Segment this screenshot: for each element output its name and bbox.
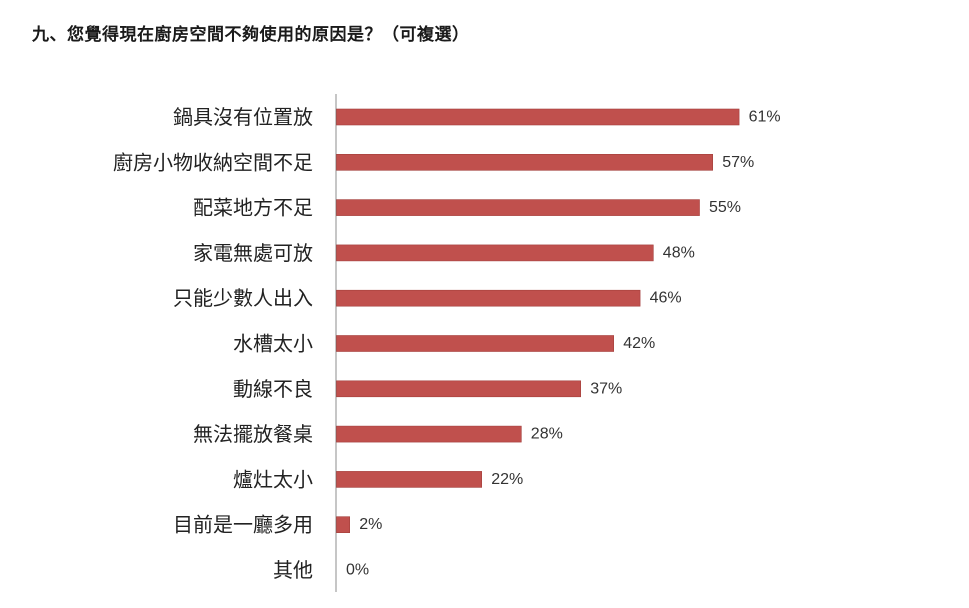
question-title: 九、您覺得現在廚房空間不夠使用的原因是？（可複選） [32, 25, 470, 45]
bar [336, 335, 615, 352]
value-label: 28% [531, 426, 563, 443]
category-label: 鍋具沒有位置放 [173, 105, 313, 129]
category-label: 其他 [273, 558, 313, 582]
bar [336, 380, 581, 398]
category-label: 配菜地方不足 [193, 196, 313, 220]
bar [336, 108, 740, 126]
value-label: 37% [590, 380, 622, 397]
bar [336, 425, 522, 443]
bar [336, 199, 700, 216]
category-label: 目前是一廳多用 [173, 513, 313, 537]
bar [336, 154, 714, 171]
category-label: 只能少數人出入 [173, 286, 313, 310]
value-label: 46% [650, 290, 682, 307]
bar [336, 471, 482, 488]
value-label: 2% [359, 516, 382, 533]
bar [336, 516, 350, 534]
value-label: 22% [491, 471, 523, 488]
category-label: 廚房小物收納空間不足 [113, 150, 313, 174]
category-label: 無法擺放餐桌 [193, 422, 313, 446]
value-label: 48% [663, 244, 695, 261]
category-label: 水槽太小 [233, 332, 313, 356]
value-label: 61% [749, 109, 781, 126]
value-label: 57% [722, 154, 754, 171]
category-label: 爐灶太小 [233, 467, 313, 491]
value-label: 0% [346, 562, 369, 579]
category-label: 動線不良 [233, 377, 313, 401]
value-label: 42% [623, 335, 655, 352]
bar [336, 244, 654, 262]
category-label: 家電無處可放 [193, 241, 313, 265]
value-label: 55% [709, 199, 741, 216]
bar [336, 289, 641, 307]
